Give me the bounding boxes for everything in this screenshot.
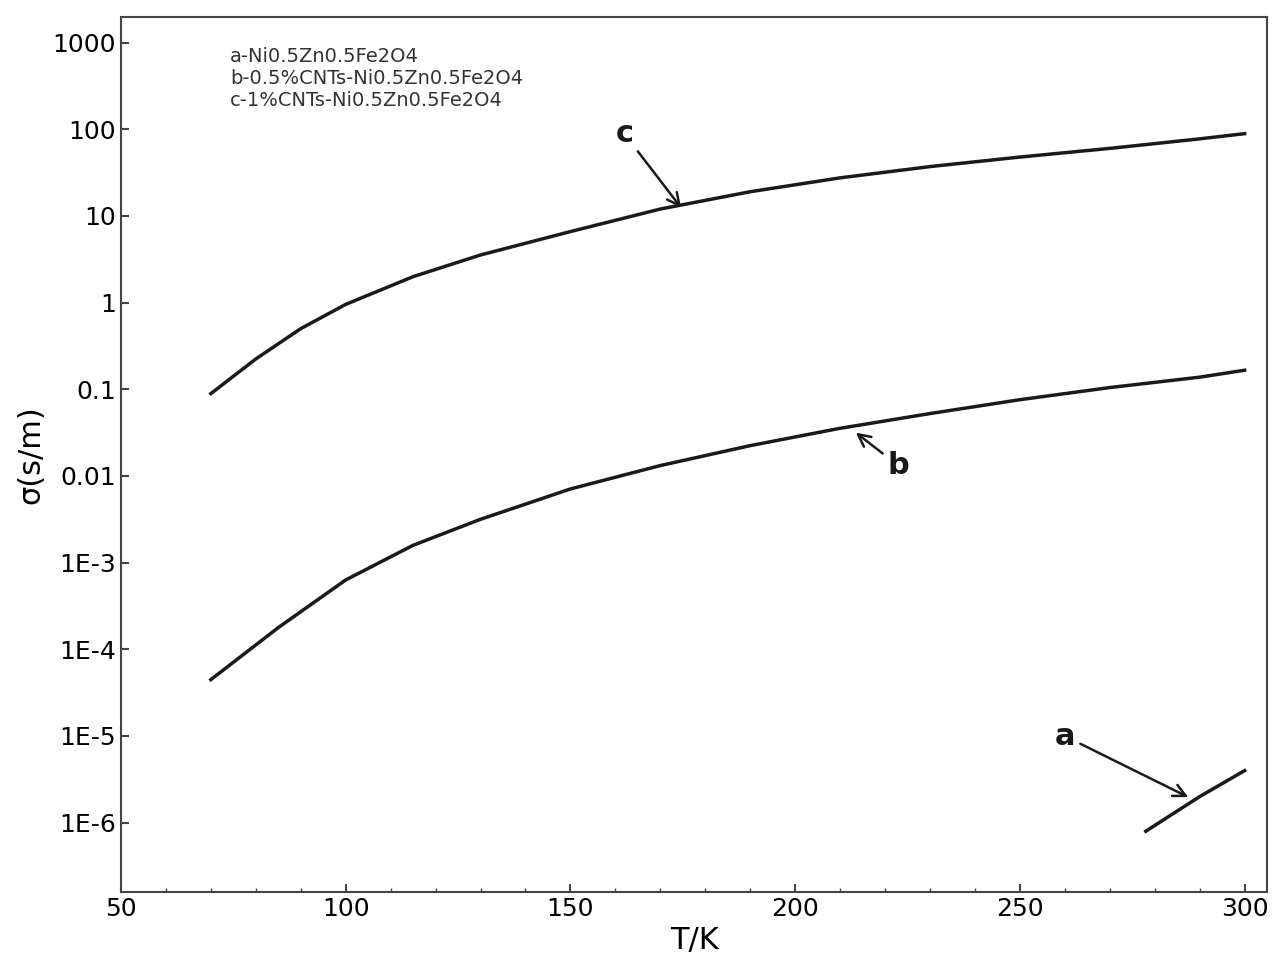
Text: b: b [858,434,909,480]
X-axis label: T/K: T/K [670,926,719,955]
Text: c: c [616,120,679,205]
Text: a: a [1055,721,1186,796]
Text: a-Ni0.5Zn0.5Fe2O4
b-0.5%CNTs-Ni0.5Zn0.5Fe2O4
c-1%CNTs-Ni0.5Zn0.5Fe2O4: a-Ni0.5Zn0.5Fe2O4 b-0.5%CNTs-Ni0.5Zn0.5F… [229,48,523,110]
Y-axis label: σ(s/m): σ(s/m) [17,405,45,503]
